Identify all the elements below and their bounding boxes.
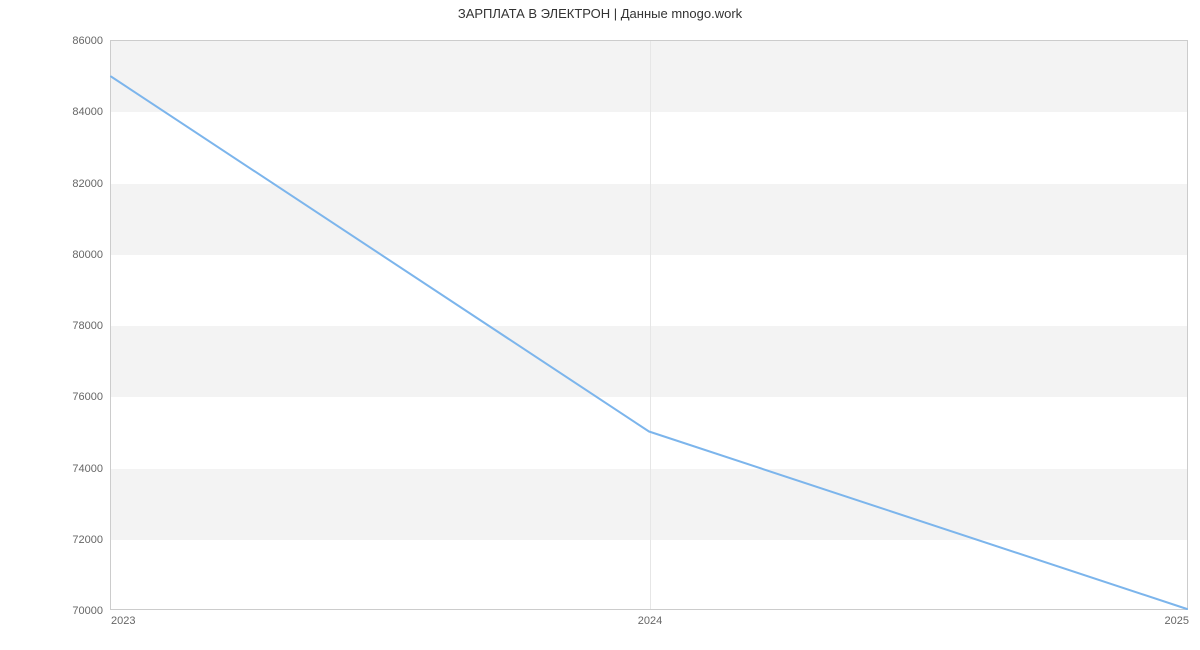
y-tick-label: 86000: [72, 35, 103, 47]
x-tick-label: 2024: [638, 615, 662, 627]
chart-container: { "chart": { "type": "line", "title": "З…: [0, 0, 1200, 650]
y-tick-label: 82000: [72, 178, 103, 190]
line-series: [111, 41, 1187, 609]
y-tick-label: 72000: [72, 534, 103, 546]
x-tick-label: 2025: [1165, 615, 1189, 627]
y-tick-label: 74000: [72, 463, 103, 475]
chart-title: ЗАРПЛАТА В ЭЛЕКТРОН | Данные mnogo.work: [0, 6, 1200, 21]
x-tick-label: 2023: [111, 615, 135, 627]
y-tick-label: 76000: [72, 391, 103, 403]
plot-area: 7000072000740007600078000800008200084000…: [110, 40, 1188, 610]
y-tick-label: 70000: [72, 605, 103, 617]
y-tick-label: 84000: [72, 106, 103, 118]
y-tick-label: 78000: [72, 320, 103, 332]
y-tick-label: 80000: [72, 249, 103, 261]
